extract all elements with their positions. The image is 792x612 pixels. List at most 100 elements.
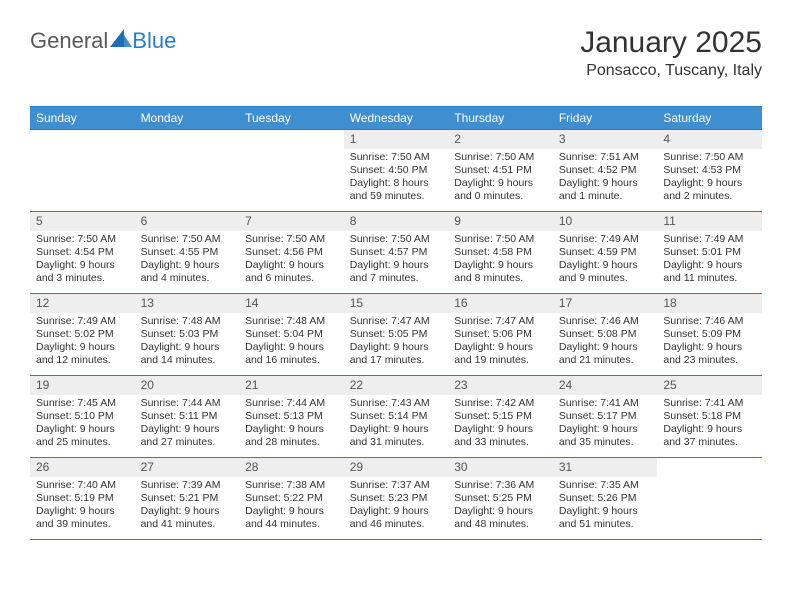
day-text-line: and 8 minutes. <box>454 272 547 285</box>
weekday-header: Wednesday <box>344 107 449 130</box>
day-text: Sunrise: 7:43 AMSunset: 5:14 PMDaylight:… <box>344 395 449 454</box>
day-text-line: Daylight: 9 hours <box>663 177 756 190</box>
day-text-line: Sunset: 5:03 PM <box>141 328 234 341</box>
day-text-line: and 12 minutes. <box>36 354 129 367</box>
day-text-line: Sunrise: 7:50 AM <box>245 233 338 246</box>
day-text: Sunrise: 7:44 AMSunset: 5:11 PMDaylight:… <box>135 395 240 454</box>
day-number: 24 <box>553 376 658 395</box>
day-text-line: Daylight: 9 hours <box>141 505 234 518</box>
day-text-line: Sunset: 4:55 PM <box>141 246 234 259</box>
calendar-cell: 22Sunrise: 7:43 AMSunset: 5:14 PMDayligh… <box>344 376 449 458</box>
day-text-line: Daylight: 9 hours <box>454 259 547 272</box>
day-number: 28 <box>239 458 344 477</box>
calendar-cell: 18Sunrise: 7:46 AMSunset: 5:09 PMDayligh… <box>657 294 762 376</box>
day-text: Sunrise: 7:50 AMSunset: 4:58 PMDaylight:… <box>448 231 553 290</box>
day-number: 19 <box>30 376 135 395</box>
day-text-line: Daylight: 9 hours <box>245 505 338 518</box>
day-text-line: Sunrise: 7:49 AM <box>559 233 652 246</box>
day-text: Sunrise: 7:49 AMSunset: 5:02 PMDaylight:… <box>30 313 135 372</box>
day-text-line: Daylight: 9 hours <box>350 341 443 354</box>
day-text-line: Sunset: 5:05 PM <box>350 328 443 341</box>
day-number: 30 <box>448 458 553 477</box>
day-text-line: Sunrise: 7:50 AM <box>454 151 547 164</box>
calendar-cell: 21Sunrise: 7:44 AMSunset: 5:13 PMDayligh… <box>239 376 344 458</box>
day-text-line: Daylight: 9 hours <box>559 341 652 354</box>
day-text-line: and 44 minutes. <box>245 518 338 531</box>
day-text-line: Daylight: 9 hours <box>36 505 129 518</box>
calendar-cell: 7Sunrise: 7:50 AMSunset: 4:56 PMDaylight… <box>239 212 344 294</box>
calendar-cell: 9Sunrise: 7:50 AMSunset: 4:58 PMDaylight… <box>448 212 553 294</box>
day-text-line: Sunset: 5:04 PM <box>245 328 338 341</box>
day-number: 25 <box>657 376 762 395</box>
month-title: January 2025 <box>580 26 762 60</box>
day-text-line: Sunrise: 7:50 AM <box>350 151 443 164</box>
day-text: Sunrise: 7:50 AMSunset: 4:54 PMDaylight:… <box>30 231 135 290</box>
day-text-line: and 28 minutes. <box>245 436 338 449</box>
day-text: Sunrise: 7:35 AMSunset: 5:26 PMDaylight:… <box>553 477 658 536</box>
day-text-line: Daylight: 9 hours <box>454 177 547 190</box>
day-text-line: Sunrise: 7:50 AM <box>663 151 756 164</box>
day-number: 5 <box>30 212 135 231</box>
day-text-line: Sunrise: 7:43 AM <box>350 397 443 410</box>
day-text-line: and 41 minutes. <box>141 518 234 531</box>
day-text-line: Sunset: 5:08 PM <box>559 328 652 341</box>
day-text-line: Sunrise: 7:50 AM <box>454 233 547 246</box>
day-number: 4 <box>657 130 762 149</box>
day-text-line: Sunset: 4:52 PM <box>559 164 652 177</box>
day-text-line: Daylight: 9 hours <box>36 259 129 272</box>
logo-text-a: General <box>30 28 108 54</box>
day-number: 1 <box>344 130 449 149</box>
day-text-line: Sunrise: 7:45 AM <box>36 397 129 410</box>
day-text-line: Sunset: 5:19 PM <box>36 492 129 505</box>
calendar-cell: 6Sunrise: 7:50 AMSunset: 4:55 PMDaylight… <box>135 212 240 294</box>
calendar-week-row: 19Sunrise: 7:45 AMSunset: 5:10 PMDayligh… <box>30 376 762 458</box>
day-text: Sunrise: 7:50 AMSunset: 4:53 PMDaylight:… <box>657 149 762 208</box>
day-number: 11 <box>657 212 762 231</box>
day-text-line: Sunrise: 7:47 AM <box>454 315 547 328</box>
day-text-line: Sunset: 5:15 PM <box>454 410 547 423</box>
day-text-line: Sunset: 5:11 PM <box>141 410 234 423</box>
day-text: Sunrise: 7:42 AMSunset: 5:15 PMDaylight:… <box>448 395 553 454</box>
day-text: Sunrise: 7:36 AMSunset: 5:25 PMDaylight:… <box>448 477 553 536</box>
day-text-line: Sunset: 4:58 PM <box>454 246 547 259</box>
weekday-header: Sunday <box>30 107 135 130</box>
day-text-line: Sunset: 5:17 PM <box>559 410 652 423</box>
day-text-line: Sunset: 5:13 PM <box>245 410 338 423</box>
day-text-line: and 17 minutes. <box>350 354 443 367</box>
calendar-cell: 12Sunrise: 7:49 AMSunset: 5:02 PMDayligh… <box>30 294 135 376</box>
day-text-line: Sunset: 5:26 PM <box>559 492 652 505</box>
day-text: Sunrise: 7:50 AMSunset: 4:55 PMDaylight:… <box>135 231 240 290</box>
calendar-cell: 11Sunrise: 7:49 AMSunset: 5:01 PMDayligh… <box>657 212 762 294</box>
calendar-cell: 15Sunrise: 7:47 AMSunset: 5:05 PMDayligh… <box>344 294 449 376</box>
day-number: 9 <box>448 212 553 231</box>
day-text-line: Daylight: 9 hours <box>141 423 234 436</box>
day-number: 3 <box>553 130 658 149</box>
day-text-line: Sunset: 5:01 PM <box>663 246 756 259</box>
calendar-cell: 30Sunrise: 7:36 AMSunset: 5:25 PMDayligh… <box>448 458 553 540</box>
day-text-line: Sunrise: 7:44 AM <box>141 397 234 410</box>
day-number: 14 <box>239 294 344 313</box>
calendar-cell: 3Sunrise: 7:51 AMSunset: 4:52 PMDaylight… <box>553 130 658 212</box>
day-text-line: Sunset: 4:51 PM <box>454 164 547 177</box>
day-text-line: Sunrise: 7:48 AM <box>141 315 234 328</box>
day-number: 16 <box>448 294 553 313</box>
day-text-line: Sunrise: 7:46 AM <box>559 315 652 328</box>
day-text-line: Daylight: 9 hours <box>245 341 338 354</box>
day-text-line: Sunset: 4:59 PM <box>559 246 652 259</box>
day-text-line: and 31 minutes. <box>350 436 443 449</box>
day-text-line: Sunrise: 7:48 AM <box>245 315 338 328</box>
day-text-line: Sunrise: 7:47 AM <box>350 315 443 328</box>
day-text-line: Sunset: 4:53 PM <box>663 164 756 177</box>
day-text-line: Sunrise: 7:35 AM <box>559 479 652 492</box>
day-text-line: and 6 minutes. <box>245 272 338 285</box>
day-number: 17 <box>553 294 658 313</box>
day-text: Sunrise: 7:39 AMSunset: 5:21 PMDaylight:… <box>135 477 240 536</box>
day-text-line: and 0 minutes. <box>454 190 547 203</box>
day-number: 13 <box>135 294 240 313</box>
day-text-line: Daylight: 9 hours <box>350 423 443 436</box>
weekday-header: Monday <box>135 107 240 130</box>
day-text-line: Daylight: 9 hours <box>663 259 756 272</box>
calendar-cell: 19Sunrise: 7:45 AMSunset: 5:10 PMDayligh… <box>30 376 135 458</box>
day-text-line: Sunset: 5:02 PM <box>36 328 129 341</box>
day-text-line: and 1 minute. <box>559 190 652 203</box>
